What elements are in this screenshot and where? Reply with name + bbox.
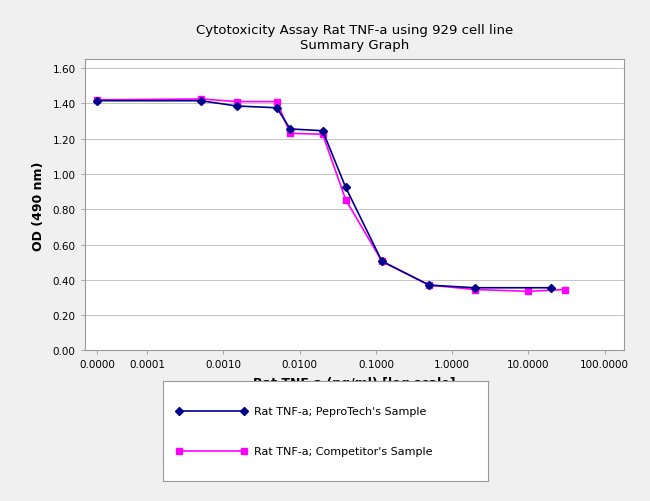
Text: Rat TNF-a; Competitor's Sample: Rat TNF-a; Competitor's Sample: [254, 446, 432, 456]
Title: Cytotoxicity Assay Rat TNF-a using 929 cell line
Summary Graph: Cytotoxicity Assay Rat TNF-a using 929 c…: [196, 24, 513, 52]
Rat TNF-a; Competitor's Sample: [286, 131, 294, 137]
Rat TNF-a; Competitor's Sample: [525, 289, 532, 295]
Rat TNF-a; PeproTech's Sample: [286, 127, 294, 133]
X-axis label: Rat TNF-a (ng/ml) [log scale]: Rat TNF-a (ng/ml) [log scale]: [253, 377, 456, 390]
Rat TNF-a; Competitor's Sample: [273, 99, 281, 105]
Rat TNF-a; PeproTech's Sample: [233, 104, 240, 110]
Rat TNF-a; PeproTech's Sample: [342, 185, 350, 191]
Text: Rat TNF-a; PeproTech's Sample: Rat TNF-a; PeproTech's Sample: [254, 406, 426, 416]
Rat TNF-a; Competitor's Sample: [561, 287, 569, 293]
Line: Rat TNF-a; PeproTech's Sample: Rat TNF-a; PeproTech's Sample: [94, 99, 554, 291]
Rat TNF-a; PeproTech's Sample: [547, 285, 555, 291]
Rat TNF-a; Competitor's Sample: [378, 259, 386, 265]
Rat TNF-a; Competitor's Sample: [318, 132, 326, 138]
Rat TNF-a; PeproTech's Sample: [197, 99, 205, 105]
Rat TNF-a; Competitor's Sample: [197, 97, 205, 103]
Rat TNF-a; PeproTech's Sample: [273, 106, 281, 112]
Rat TNF-a; PeproTech's Sample: [318, 128, 326, 134]
Rat TNF-a; Competitor's Sample: [342, 197, 350, 203]
Rat TNF-a; Competitor's Sample: [94, 98, 101, 104]
Line: Rat TNF-a; Competitor's Sample: Rat TNF-a; Competitor's Sample: [94, 97, 567, 295]
Rat TNF-a; PeproTech's Sample: [425, 283, 433, 289]
Rat TNF-a; Competitor's Sample: [425, 283, 433, 289]
Rat TNF-a; Competitor's Sample: [471, 287, 479, 293]
Y-axis label: OD (490 nm): OD (490 nm): [32, 161, 46, 250]
Rat TNF-a; Competitor's Sample: [233, 99, 240, 105]
Rat TNF-a; PeproTech's Sample: [471, 285, 479, 291]
Rat TNF-a; PeproTech's Sample: [94, 99, 101, 105]
Rat TNF-a; PeproTech's Sample: [378, 259, 386, 265]
